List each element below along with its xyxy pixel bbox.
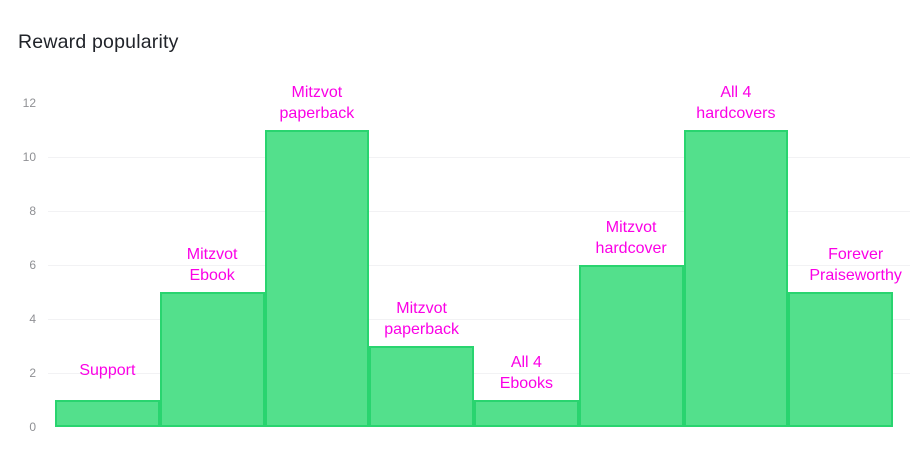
gridline-y-6 bbox=[48, 265, 910, 266]
chart-title: Reward popularity bbox=[18, 31, 179, 53]
bar-7-all-4-hardcovers[interactable] bbox=[683, 130, 789, 427]
bar-label-line: Forever bbox=[828, 246, 884, 263]
bar-label-line: All 4 bbox=[720, 84, 752, 101]
gridline-y-8 bbox=[48, 211, 910, 212]
bar-3-mitzvot-paperback[interactable] bbox=[264, 130, 370, 427]
bar-label-7-all-4-hardcovers: All 4 hardcovers bbox=[646, 82, 826, 124]
bar-2-mitzvot-ebook[interactable] bbox=[159, 292, 265, 427]
bar-6-mitzvot-hardcover[interactable] bbox=[578, 265, 684, 427]
bar-8-forever-praiseworthy[interactable] bbox=[788, 292, 893, 427]
gridline-y-4 bbox=[48, 319, 910, 320]
y-tick-label-10: 10 bbox=[22, 150, 36, 164]
y-tick-label-12: 12 bbox=[22, 96, 36, 110]
bar-label-line: Mitzvot bbox=[291, 84, 343, 101]
gridline-y-10 bbox=[48, 157, 910, 158]
y-tick-label-2: 2 bbox=[29, 366, 36, 380]
bar-label-line: Praiseworthy bbox=[809, 267, 902, 284]
bar-1-support[interactable] bbox=[55, 400, 160, 427]
bar-label-line: paperback bbox=[279, 105, 355, 122]
bar-5-all-4-ebooks[interactable] bbox=[474, 400, 579, 427]
y-tick-label-8: 8 bbox=[29, 204, 36, 218]
y-tick-label-4: 4 bbox=[29, 312, 36, 326]
gridline-y-2 bbox=[48, 373, 910, 374]
bar-label-3-mitzvot-paperback: Mitzvot paperback bbox=[227, 82, 407, 124]
bar-4-mitzvot-paperback[interactable] bbox=[369, 346, 474, 427]
y-tick-label-0: 0 bbox=[29, 420, 36, 434]
bar-label-line: hardcovers bbox=[696, 105, 776, 122]
y-tick-label-6: 6 bbox=[29, 258, 36, 272]
